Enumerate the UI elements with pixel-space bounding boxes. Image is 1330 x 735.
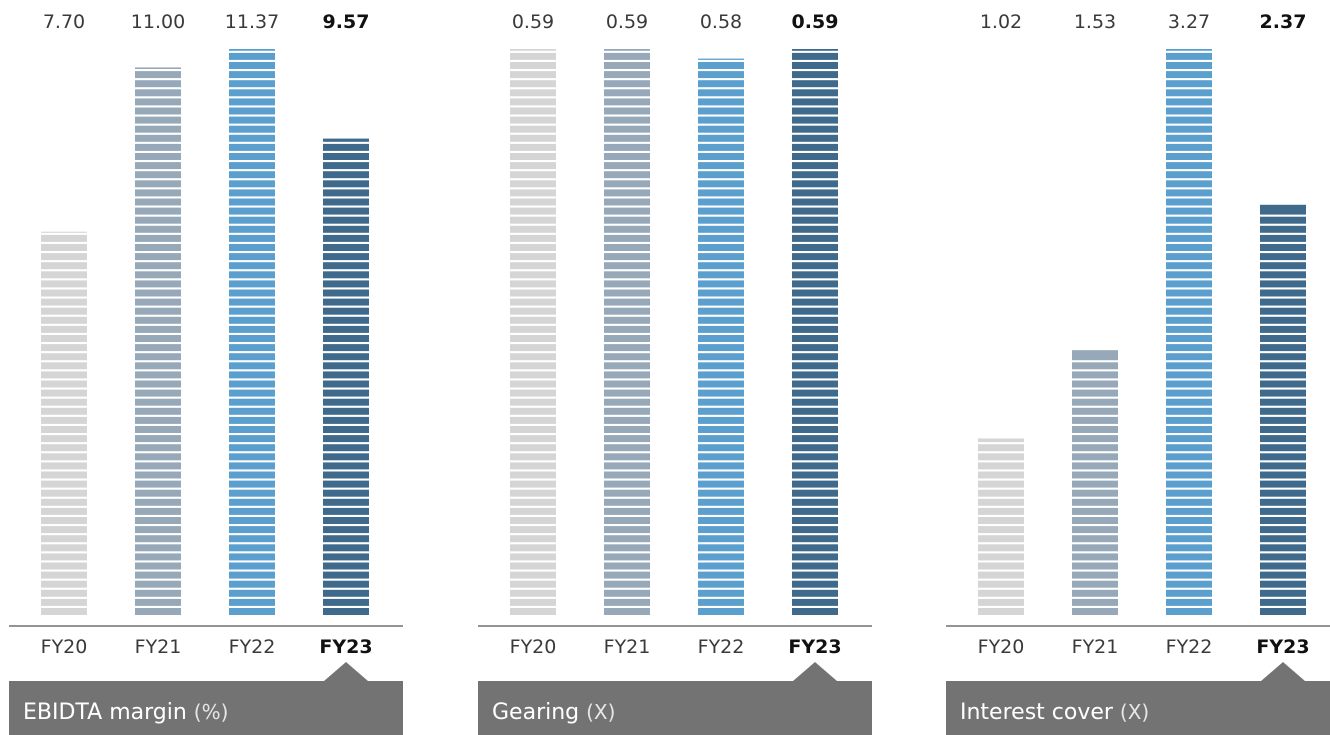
category-label: FY22 — [229, 636, 276, 658]
bar-fy23 — [323, 138, 369, 615]
category-label: FY22 — [698, 636, 745, 658]
value-label: 7.70 — [43, 11, 85, 33]
chart-title: EBIDTA margin (%) — [23, 700, 228, 725]
category-label: FY20 — [510, 636, 557, 658]
bar-fy21 — [604, 49, 650, 615]
title-panel — [478, 662, 872, 735]
value-label: 11.37 — [225, 11, 279, 33]
value-label: 1.02 — [980, 11, 1022, 33]
value-label: 0.58 — [700, 11, 742, 33]
bar-fy23 — [1260, 204, 1306, 615]
value-label: 2.37 — [1260, 11, 1307, 33]
bar-fy20 — [510, 49, 556, 615]
bar-fy22 — [229, 49, 275, 615]
title-panel — [946, 662, 1330, 735]
chart-title-text: Gearing — [492, 700, 586, 725]
chart-unit-text: (X) — [586, 700, 615, 724]
value-label: 0.59 — [792, 11, 839, 33]
category-label: FY22 — [1166, 636, 1213, 658]
bar-fy23 — [792, 49, 838, 615]
chart-1: 0.59 FY20 0.59 FY21 0.58 FY22 0.59 FY23 Gearing … — [478, 11, 872, 735]
chart-0: 7.70 FY20 11.00 FY21 11.37 FY22 9.57 FY23 EBIDTA… — [9, 11, 403, 735]
chart-title: Gearing (X) — [492, 700, 615, 725]
title-panel — [9, 662, 403, 735]
category-label: FY23 — [1256, 636, 1309, 658]
bar-fy20 — [41, 231, 87, 615]
category-label: FY23 — [319, 636, 372, 658]
category-label: FY20 — [978, 636, 1025, 658]
value-label: 1.53 — [1074, 11, 1116, 33]
chart-title: Interest cover (X) — [960, 700, 1149, 725]
value-label: 9.57 — [323, 11, 370, 33]
bar-fy22 — [1166, 49, 1212, 615]
value-label: 0.59 — [512, 11, 554, 33]
bar-fy21 — [1072, 350, 1118, 615]
chart-unit-text: (%) — [194, 700, 229, 724]
bar-fy22 — [698, 58, 744, 616]
chart-title-text: EBIDTA margin — [23, 700, 194, 725]
chart-title-text: Interest cover — [960, 700, 1120, 725]
bar-fy21 — [135, 67, 181, 616]
category-label: FY21 — [135, 636, 182, 658]
value-label: 0.59 — [606, 11, 648, 33]
value-label: 3.27 — [1168, 11, 1210, 33]
chart-unit-text: (X) — [1120, 700, 1149, 724]
category-label: FY21 — [604, 636, 651, 658]
bar-fy20 — [978, 438, 1024, 615]
chart-2: 1.02 FY20 1.53 FY21 3.27 FY22 2.37 FY23 Interest… — [946, 11, 1330, 735]
category-label: FY20 — [41, 636, 88, 658]
value-label: 11.00 — [131, 11, 185, 33]
category-label: FY21 — [1072, 636, 1119, 658]
category-label: FY23 — [788, 636, 841, 658]
